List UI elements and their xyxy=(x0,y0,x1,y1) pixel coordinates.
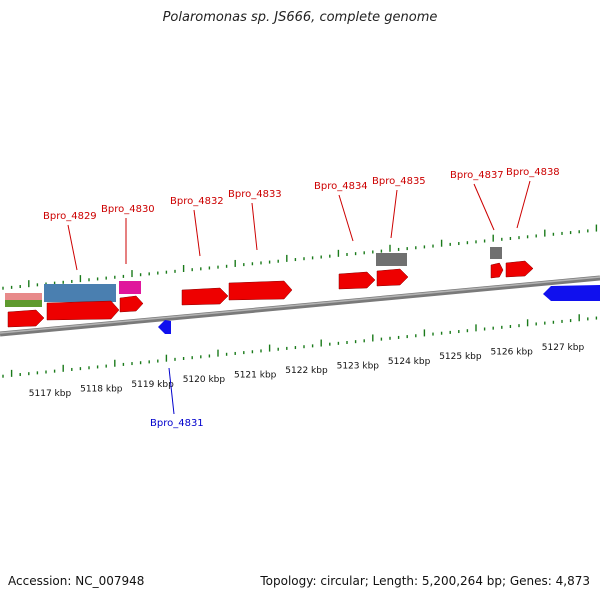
kbp-label: 5126 kbp xyxy=(490,348,533,358)
track-feature-gray-small xyxy=(490,247,502,259)
gene-arrow-forward xyxy=(338,271,376,290)
kbp-label: 5125 kbp xyxy=(439,352,482,362)
gene-arrow-forward xyxy=(376,268,409,287)
kbp-scale-labels: 5117 kbp 5118 kbp 5119 kbp 5120 kbp 5121 kbp… xyxy=(29,343,585,399)
kbp-label: 5118 kbp xyxy=(80,384,123,394)
gene-features xyxy=(5,247,600,334)
gene-label[interactable]: Bpro_4838 xyxy=(506,167,560,178)
gene-label[interactable]: Bpro_4832 xyxy=(170,196,224,207)
track-feature-pink xyxy=(5,293,42,300)
gene-arrow-forward xyxy=(7,309,45,328)
gene-arrow-forward xyxy=(46,300,120,321)
leader-line xyxy=(390,189,398,239)
gene-arrow-forward xyxy=(505,260,534,278)
topology-text: Topology: circular; Length: 5,200,264 bp… xyxy=(260,574,590,588)
leader-line xyxy=(516,180,531,229)
gene-arrow-forward xyxy=(490,262,504,279)
kbp-label: 5122 kbp xyxy=(285,366,328,376)
map-title: Polaromonas sp. JS666, complete genome xyxy=(162,10,438,25)
leader-line xyxy=(67,224,78,271)
track-feature-gray xyxy=(376,253,407,266)
track-feature-blue xyxy=(44,284,116,302)
kbp-label: 5121 kbp xyxy=(234,371,277,381)
kbp-label: 5127 kbp xyxy=(542,343,585,353)
kbp-label: 5117 kbp xyxy=(29,389,72,399)
gene-labels: Bpro_4829 Bpro_4830 Bpro_4831 Bpro_4832 Bpro… xyxy=(43,167,560,429)
gene-arrow-forward xyxy=(228,280,293,301)
track-feature-magenta xyxy=(119,281,141,294)
gene-label[interactable]: Bpro_4830 xyxy=(101,204,155,215)
gene-label[interactable]: Bpro_4834 xyxy=(314,181,368,192)
gene-label[interactable]: Bpro_4835 xyxy=(372,176,426,187)
gene-label[interactable]: Bpro_4831 xyxy=(150,418,204,429)
genome-backbone xyxy=(0,275,600,337)
track-feature-green xyxy=(5,300,42,307)
leader-line xyxy=(338,194,354,242)
leader-line xyxy=(193,209,201,257)
gene-label[interactable]: Bpro_4829 xyxy=(43,211,97,222)
leader-line xyxy=(168,367,175,415)
gene-leader-lines xyxy=(67,180,531,415)
accession-text: Accession: NC_007948 xyxy=(8,574,145,588)
kbp-label: 5120 kbp xyxy=(183,375,226,385)
kbp-label: 5119 kbp xyxy=(131,380,174,390)
upper-tick-track xyxy=(2,224,598,290)
gene-label[interactable]: Bpro_4837 xyxy=(450,170,504,181)
leader-line xyxy=(473,183,495,231)
gene-arrow-forward xyxy=(119,295,144,313)
gene-arrow-reverse xyxy=(158,320,171,334)
gene-arrow-forward xyxy=(181,287,229,306)
lower-tick-track xyxy=(2,314,598,378)
gene-label[interactable]: Bpro_4833 xyxy=(228,189,282,200)
gene-arrow-reverse xyxy=(543,285,600,301)
leader-line xyxy=(251,202,258,251)
kbp-label: 5124 kbp xyxy=(388,357,431,367)
genome-backbone-highlight xyxy=(0,276,600,334)
kbp-label: 5123 kbp xyxy=(337,361,380,371)
